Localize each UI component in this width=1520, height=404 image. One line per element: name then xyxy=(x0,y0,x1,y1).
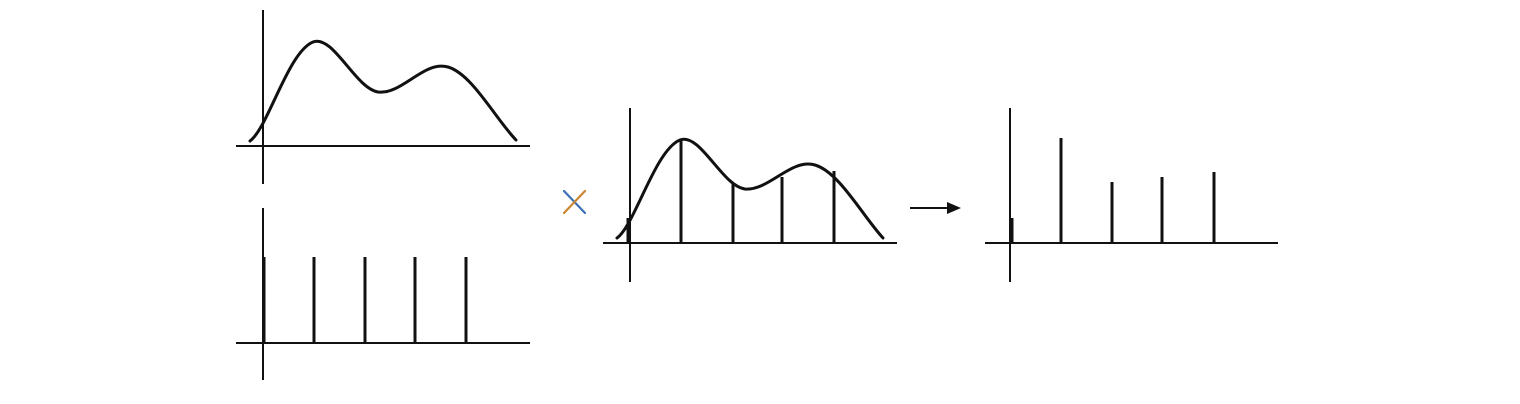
product-overlay-panel xyxy=(603,108,897,282)
impulse-train-panel xyxy=(236,208,530,380)
sampled-result-panel xyxy=(985,108,1278,282)
multiply-stroke-right xyxy=(562,189,587,215)
continuous-signal-panel xyxy=(236,10,530,184)
product-signal-curve xyxy=(615,137,885,240)
multiply-icon xyxy=(562,189,587,215)
continuous-signal-curve xyxy=(248,39,518,143)
right-arrow-icon xyxy=(910,202,961,214)
arrow-head xyxy=(947,202,961,214)
